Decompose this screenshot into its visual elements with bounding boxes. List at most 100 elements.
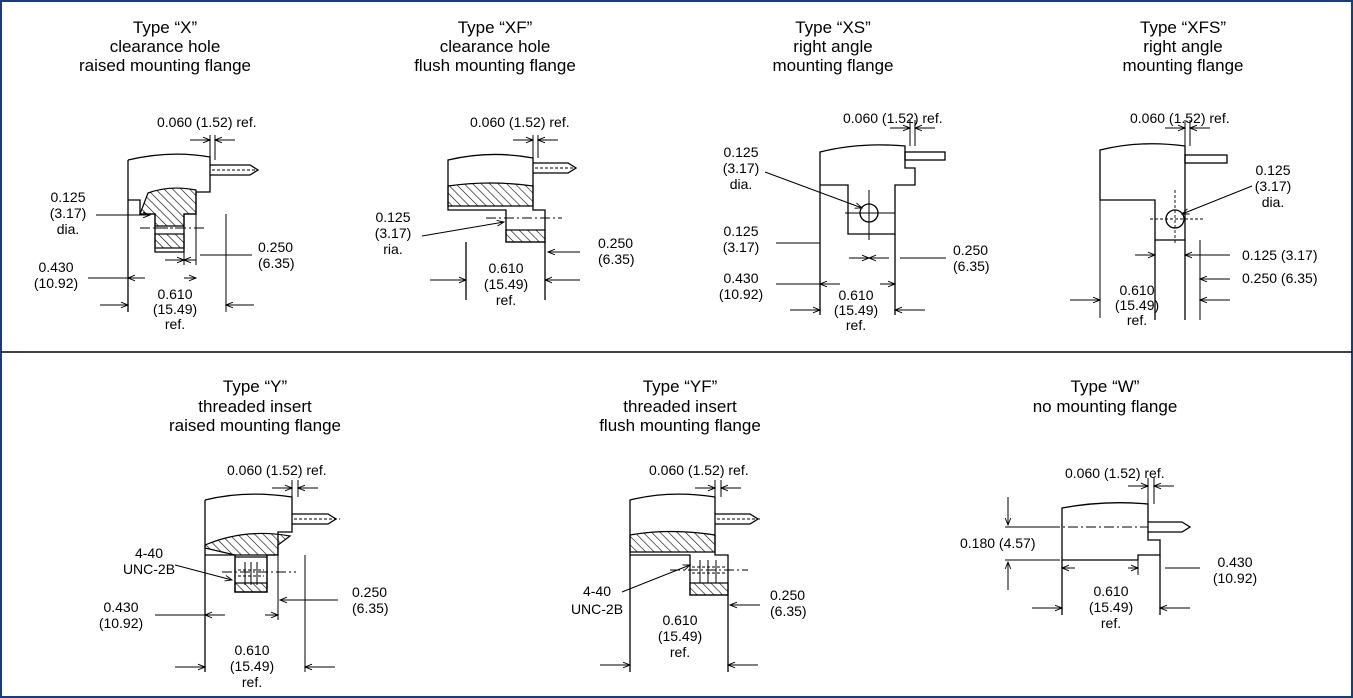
- panel-yf-top-ref: 0.060 (1.52) ref.: [649, 462, 749, 478]
- panel-xf-hole-3: ria.: [383, 241, 402, 257]
- panel-x-title-3: raised mounting flange: [79, 56, 251, 75]
- panel-type-xs: Type “XS” right angle mounting flange 0.…: [719, 18, 990, 333]
- panel-xs-hole-2: (3.17): [723, 160, 760, 176]
- panel-y-width-2: (15.49): [230, 658, 274, 674]
- panel-xf-width-1: 0.610: [488, 260, 523, 276]
- panel-xs-title-1: Type “XS”: [795, 18, 871, 37]
- panel-xf-lower-section: [505, 229, 546, 243]
- panel-type-y: Type “Y” threaded insert raised mounting…: [99, 377, 389, 690]
- panel-y-thick-2: (6.35): [352, 600, 389, 616]
- panel-type-yf: Type “YF” threaded insert flush mounting…: [571, 377, 807, 672]
- panel-x-thick-1: 0.250: [258, 239, 293, 255]
- panel-xfs-body-outline: [1099, 143, 1186, 241]
- panel-xfs-width-1: 0.610: [1119, 282, 1154, 298]
- panel-x-width-1: 0.610: [157, 286, 192, 302]
- panel-w-right-2: (10.92): [1213, 570, 1257, 586]
- panel-xfs-off: 0.125 (3.17): [1242, 247, 1318, 263]
- panel-x-top-ref: 0.060 (1.52) ref.: [157, 114, 257, 130]
- panel-xfs-thick: 0.250 (6.35): [1242, 270, 1318, 286]
- panel-xfs-pin: [1184, 154, 1228, 164]
- panel-xs-hole-1: 0.125: [723, 144, 758, 160]
- panel-xs-title-2: right angle: [793, 37, 872, 56]
- panel-x-hole-3: dia.: [57, 221, 80, 237]
- panel-xf-thick-2: (6.35): [598, 251, 635, 267]
- panel-w-body-outline: [1061, 502, 1161, 561]
- panel-yf-title-1: Type “YF”: [643, 377, 718, 396]
- panel-xfs-hole-3: dia.: [1262, 194, 1285, 210]
- panel-y-thread-1: 4-40: [135, 545, 163, 561]
- panel-y-width-1: 0.610: [234, 642, 269, 658]
- panel-y-title-1: Type “Y”: [223, 377, 288, 396]
- panel-xf-width-2: (15.49): [484, 276, 528, 292]
- panel-w-pin: [1148, 521, 1192, 533]
- panel-xs-left-2: (10.92): [719, 286, 763, 302]
- panel-xfs-hole-2: (3.17): [1255, 178, 1292, 194]
- panel-xf-top-ref: 0.060 (1.52) ref.: [470, 114, 570, 130]
- panel-xfs-title-1: Type “XFS”: [1140, 18, 1226, 37]
- panel-xs-left-1: 0.430: [723, 270, 758, 286]
- panel-x-width-2: (15.49): [153, 301, 197, 317]
- panel-yf-thick-2: (6.35): [770, 603, 807, 619]
- panel-yf-width-2: (15.49): [658, 628, 702, 644]
- panel-x-title-2: clearance hole: [110, 37, 221, 56]
- panel-w-title-1: Type “W”: [1071, 377, 1140, 396]
- panel-y-width-3: ref.: [242, 674, 262, 690]
- panel-x-left-1: 0.430: [38, 259, 73, 275]
- panel-w-title-2: no mounting flange: [1033, 397, 1178, 416]
- panel-yf-title-3: flush mounting flange: [599, 416, 761, 435]
- panel-y-thick-1: 0.250: [352, 584, 387, 600]
- panel-xs-width-1: 0.610: [838, 287, 873, 303]
- panel-yf-title-2: threaded insert: [623, 397, 737, 416]
- panel-xfs-title-2: right angle: [1143, 37, 1222, 56]
- panel-yf-flange-section: [629, 530, 716, 553]
- panel-y-top-ref: 0.060 (1.52) ref.: [227, 462, 327, 478]
- panel-xf-pin: [533, 162, 578, 174]
- panel-xf-hole-1: 0.125: [375, 209, 410, 225]
- panel-w-width-2: (15.49): [1089, 599, 1133, 615]
- panel-y-flange-section: [204, 532, 292, 556]
- panel-yf-thread-1: 4-40: [583, 583, 611, 599]
- panel-y-title-2: threaded insert: [198, 397, 312, 416]
- panel-x-hole-1: 0.125: [50, 189, 85, 205]
- panel-xf-title-3: flush mounting flange: [414, 56, 576, 75]
- panel-x-thick-2: (6.35): [258, 255, 295, 271]
- panel-yf-width-1: 0.610: [662, 612, 697, 628]
- panel-w-width-3: ref.: [1101, 615, 1121, 631]
- panel-y-left-2: (10.92): [99, 615, 143, 631]
- panel-xf-hole-2: (3.17): [375, 225, 412, 241]
- panel-y-left-1: 0.430: [103, 599, 138, 615]
- panel-x-title-1: Type “X”: [133, 18, 198, 37]
- panel-xfs-title-3: mounting flange: [1123, 56, 1244, 75]
- panel-xs-thick-2: (6.35): [953, 258, 990, 274]
- panel-yf-insert-section: [689, 582, 729, 596]
- panel-y-thread-2: UNC-2B: [123, 561, 175, 577]
- panel-w-right-1: 0.430: [1217, 554, 1252, 570]
- panel-xf-title-2: clearance hole: [440, 37, 551, 56]
- panel-x-hole-2: (3.17): [50, 205, 87, 221]
- panel-x-width-3: ref.: [165, 316, 185, 332]
- panel-xfs-hole-1: 0.125: [1255, 162, 1290, 178]
- panel-xs-body-outline: [819, 144, 916, 235]
- panel-xs-off-1: 0.125: [723, 223, 758, 239]
- panel-xf-thick-1: 0.250: [598, 235, 633, 251]
- panel-xs-hole-3: dia.: [730, 176, 753, 192]
- panel-type-xf: Type “XF” clearance hole flush mounting …: [375, 18, 635, 308]
- panel-type-w: Type “W” no mounting flange 0.060 (1.52)…: [960, 377, 1257, 631]
- panel-xs-title-3: mounting flange: [773, 56, 894, 75]
- panel-xfs-width-3: ref.: [1127, 312, 1147, 328]
- panel-xs-pin: [904, 151, 946, 161]
- panel-x-pin: [210, 164, 260, 176]
- panel-x-lower-section: [154, 233, 185, 249]
- panel-xs-width-3: ref.: [846, 317, 866, 333]
- panel-xs-top-ref: 0.060 (1.52) ref.: [843, 110, 943, 126]
- panel-y-title-3: raised mounting flange: [169, 416, 341, 435]
- panel-yf-width-3: ref.: [670, 644, 690, 660]
- panel-yf-pin: [715, 513, 760, 525]
- panel-xf-width-3: ref.: [496, 292, 516, 308]
- panel-type-xfs: Type “XFS” right angle mounting flange 0…: [1070, 18, 1318, 328]
- panel-xs-off-2: (3.17): [723, 239, 760, 255]
- panel-type-x: Type “X” clearance hole raised mounting …: [34, 18, 295, 332]
- panel-yf-thick-1: 0.250: [770, 587, 805, 603]
